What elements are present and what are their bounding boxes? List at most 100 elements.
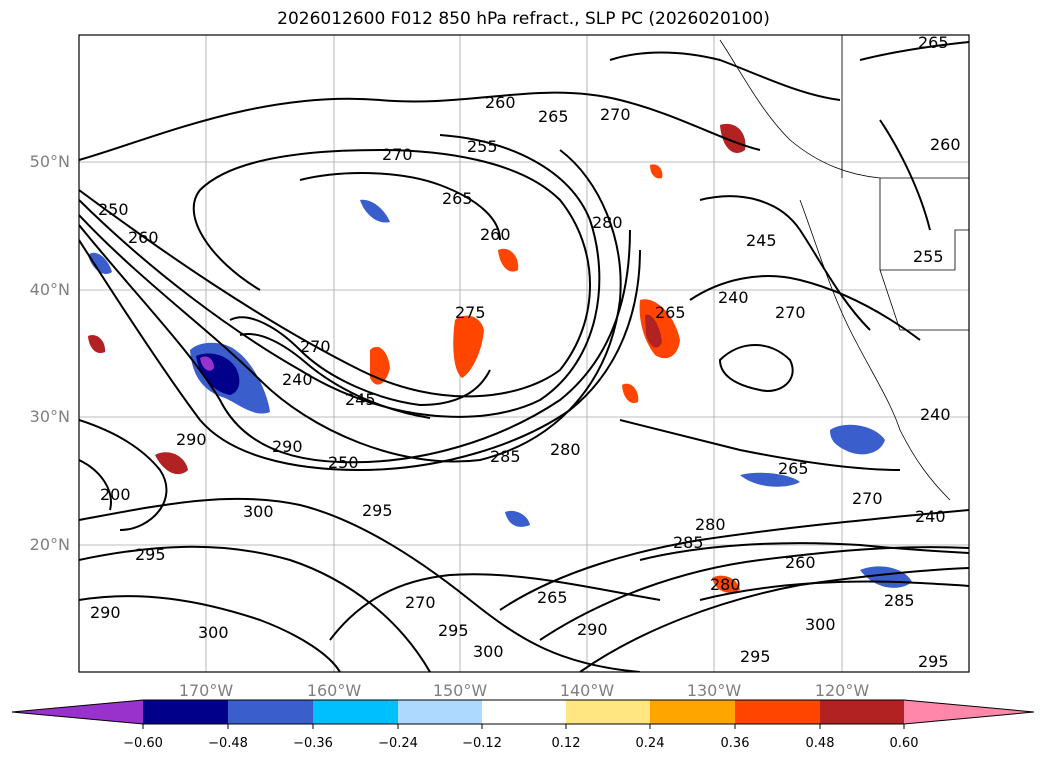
contour-line [689,275,921,341]
blue-patch [88,252,112,275]
colorbar-tick-label: 0.36 [720,736,750,751]
contour-line [79,595,341,672]
contour-label: 290 [272,437,303,456]
contour-line [329,573,661,641]
contour-label: 245 [345,390,376,409]
contour-label: 295 [740,647,771,666]
slp-contours [79,41,969,672]
colorbar-swatch [735,700,820,724]
contour-label: 270 [382,145,413,164]
lat-label: 30°N [29,407,70,426]
contour-label: 295 [438,621,469,640]
contour-line [539,546,969,641]
contour-label: 245 [746,231,777,250]
colorbar-swatch [482,700,566,724]
contour-label: 265 [442,189,473,208]
contour-line [299,172,501,241]
contour-label: 285 [884,591,915,610]
contour-label: 295 [135,545,166,564]
contour-line [879,119,931,231]
contour-line [79,134,601,418]
contour-label: 260 [128,228,159,247]
contour-label: 290 [176,430,207,449]
contour-label: 240 [282,370,313,389]
contour-label: 275 [455,303,486,322]
contour-label: 260 [485,93,516,112]
contour-label: 300 [805,615,836,634]
contour-line [79,224,631,464]
contour-label: 270 [852,489,883,508]
contour-line [859,41,969,61]
contour-line [79,545,431,672]
contour-label: 300 [473,642,504,661]
red-patch [650,164,663,179]
contour-line [699,195,871,331]
contour-label: 250 [328,453,359,472]
contour-label: 265 [655,303,686,322]
contour-label-layer: 265 260 265 270 255 270 260 265 260 280 … [90,33,961,671]
contour-label: 295 [918,652,949,671]
contour-label: 265 [918,33,949,52]
colorbar-tick-label: 0.60 [889,736,919,751]
colorbar-tick-label: −0.60 [123,736,163,751]
map-frame [78,34,970,673]
contour-label: 290 [90,603,121,622]
contour-label: 250 [98,200,129,219]
red-patch [370,346,390,385]
contour-label: 295 [362,501,393,520]
contour-label: 300 [198,623,229,642]
darkred-patch [720,123,746,153]
purple-patch [200,356,214,371]
contour-label: 270 [300,337,331,356]
contour-label: 240 [718,288,749,307]
blue-patch [740,472,800,487]
lon-label: 120°W [814,681,870,700]
contour-line [619,419,901,471]
colorbar-ticks [142,724,905,729]
colorbar-swatch [650,700,735,724]
colorbar-tick-label: 0.24 [635,736,665,751]
colorbar [11,699,1035,729]
darkred-patch [88,334,106,354]
contour-label: 260 [930,135,961,154]
red-patch [453,315,484,378]
coastlines [719,35,969,501]
border-line [879,269,969,331]
contour-label: 240 [920,405,951,424]
colorbar-extend-left [12,700,143,724]
contour-label: 280 [710,575,741,594]
contour-line [79,239,641,472]
colorbar-tick-label: −0.24 [378,736,418,751]
contour-label: 280 [592,213,623,232]
colorbar-tick-label: 0.12 [551,736,581,751]
contour-label: 290 [577,620,608,639]
contour-label: 270 [405,593,436,612]
contour-line [639,542,969,561]
colorbar-tick-label: 0.48 [805,736,835,751]
contour-label: 280 [550,440,581,459]
map-title: 2026012600 F012 850 hPa refract., SLP PC… [277,9,770,29]
colorbar-extend-right [904,700,1034,724]
contour-line [499,509,969,611]
blue-patch [830,424,885,455]
contour-label: 270 [775,303,806,322]
red-patch [498,248,519,272]
contour-label: 285 [673,533,704,552]
refractivity-patches [88,123,912,593]
colorbar-swatch [566,700,650,724]
contour-line [229,316,491,407]
darkred-patch [645,314,662,348]
contour-label: 240 [915,507,946,526]
red-patch [712,575,740,593]
lat-label: 40°N [29,280,70,299]
lon-label: 130°W [686,681,742,700]
colorbar-swatch [820,700,904,724]
lon-label: 160°W [306,681,362,700]
contour-line [79,419,168,531]
colorbar-tick-label: −0.36 [293,736,333,751]
contour-label: 200 [100,485,131,504]
contour-line [239,333,431,419]
contour-label: 300 [243,502,274,521]
colorbar-swatch [143,700,228,724]
